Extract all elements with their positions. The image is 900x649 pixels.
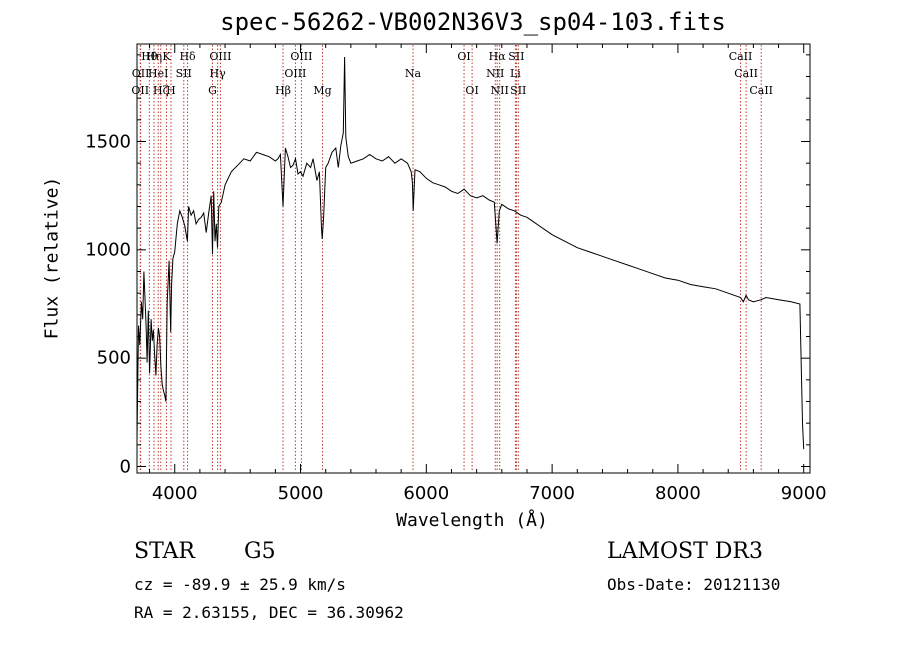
line-label: Li [509, 67, 521, 80]
line-label: Hθ [141, 50, 158, 63]
line-markers [139, 45, 762, 472]
line-label: CaII [728, 50, 753, 63]
line-label: Hη [145, 50, 163, 63]
y-tick-label: 0 [119, 456, 131, 477]
line-label: Hγ [209, 67, 226, 80]
line-label: NII [486, 67, 505, 80]
line-label: CaII [749, 84, 774, 97]
line-label: Hβ [275, 84, 292, 97]
object-subclass: G5 [244, 539, 276, 564]
x-tick-label: 8000 [655, 483, 701, 504]
line-label: H [166, 84, 176, 97]
line-label: OI [465, 84, 479, 97]
line-label: Mg [313, 84, 332, 97]
line-label: Na [404, 67, 422, 80]
spectrum-line [136, 56, 805, 450]
line-label: OIII [209, 50, 232, 63]
line-label: HeI [148, 67, 169, 80]
x-tick-label: 7000 [529, 483, 576, 504]
x-tick-label: 4000 [151, 483, 198, 504]
line-label: Hδ [179, 50, 196, 63]
x-tick-label: 6000 [403, 483, 450, 504]
redshift-cz: cz = -89.9 ± 25.9 km/s [134, 575, 346, 594]
object-class: STAR [134, 539, 195, 564]
line-label: Hα [488, 50, 506, 63]
line-label: G [208, 84, 217, 97]
line-label: NII [490, 84, 509, 97]
line-label: OII [131, 84, 150, 97]
y-tick-label: 1500 [85, 131, 131, 152]
axis-ticks [137, 44, 810, 473]
line-label: SII [510, 84, 527, 97]
y-tick-label: 1000 [85, 239, 131, 261]
x-tick-label: 5000 [277, 483, 324, 504]
survey-name: LAMOST DR3 [607, 539, 763, 564]
ra-dec: RA = 2.63155, DEC = 36.30962 [134, 603, 404, 622]
y-tick-label: 500 [96, 347, 131, 369]
observation-date: Obs-Date: 20121130 [607, 575, 781, 594]
line-label: OII [131, 67, 150, 80]
y-axis-label: Flux (relative) [41, 176, 63, 340]
line-label: OI [457, 50, 471, 63]
line-label: K [162, 50, 171, 63]
x-axis-label: Wavelength (Å) [396, 510, 548, 531]
line-label: OIII [284, 67, 307, 80]
x-tick-label: 9000 [780, 483, 827, 504]
line-label: SII [175, 67, 192, 80]
line-label: Hζ [152, 84, 169, 97]
line-label: CaII [734, 67, 758, 80]
plot-frame [136, 43, 811, 474]
line-label: SII [508, 50, 525, 63]
line-label: OIII [290, 50, 313, 63]
chart-title: spec-56262-VB002N36V3_sp04-103.fits [220, 8, 726, 36]
